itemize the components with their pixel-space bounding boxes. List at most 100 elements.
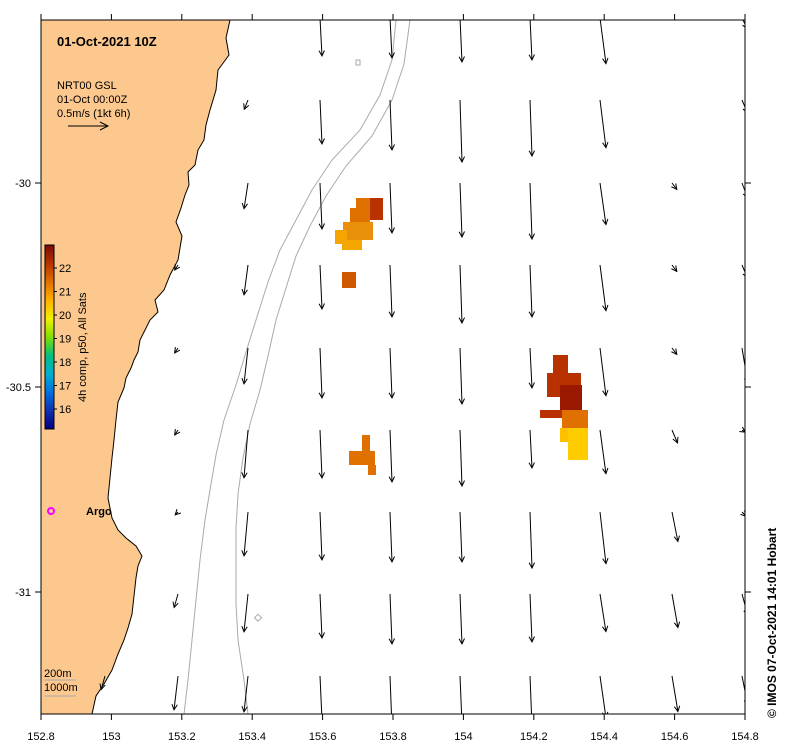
current-arrow bbox=[739, 426, 745, 433]
current-arrow bbox=[528, 347, 535, 390]
current-arrow bbox=[388, 347, 395, 400]
current-arrow bbox=[671, 675, 681, 713]
colorbar-label: 4h comp, p50, All Sats bbox=[77, 292, 89, 402]
current-arrow bbox=[671, 429, 679, 444]
y-tick-label: -30.5 bbox=[6, 382, 31, 394]
current-arrow bbox=[528, 429, 535, 470]
current-arrow bbox=[599, 264, 609, 312]
current-arrow bbox=[318, 182, 325, 231]
current-arrow bbox=[458, 20, 465, 64]
current-arrow bbox=[671, 593, 681, 629]
colorbar-tick-label: 21 bbox=[59, 287, 71, 299]
current-arrow bbox=[388, 182, 395, 235]
x-tick-label: 154.6 bbox=[661, 731, 689, 743]
current-arrow bbox=[599, 20, 609, 65]
current-arrow bbox=[318, 347, 325, 400]
current-arrow bbox=[241, 675, 249, 713]
x-tick-label: 154.4 bbox=[590, 731, 618, 743]
current-arrow bbox=[740, 510, 745, 517]
current-arrow bbox=[671, 264, 678, 273]
current-arrow bbox=[528, 593, 535, 644]
current-arrow bbox=[529, 675, 533, 714]
x-tick-label: 154.8 bbox=[731, 731, 759, 743]
colorbar bbox=[44, 244, 55, 430]
colorbar-tick-label: 22 bbox=[59, 263, 71, 275]
current-arrow bbox=[388, 593, 395, 646]
contour-1000m bbox=[235, 20, 411, 714]
current-arrow bbox=[671, 347, 678, 356]
current-arrow bbox=[241, 182, 249, 210]
current-arrow bbox=[318, 511, 325, 562]
legend-scale: 0.5m/s (1kt 6h) bbox=[57, 108, 130, 120]
x-tick-label: 154.2 bbox=[520, 731, 548, 743]
y-tick-label: -31 bbox=[15, 587, 31, 599]
map-title: 01-Oct-2021 10Z bbox=[57, 34, 157, 49]
current-arrow bbox=[318, 264, 325, 311]
current-arrow bbox=[599, 182, 609, 226]
current-arrow bbox=[599, 99, 609, 149]
current-arrow bbox=[528, 99, 535, 158]
x-axis: 152.8 153 153.2 153.4 153.6 153.8 154 154.2 154.… bbox=[27, 14, 759, 743]
current-arrow bbox=[458, 347, 465, 406]
current-arrow bbox=[458, 264, 465, 325]
x-tick-label: 153.8 bbox=[379, 731, 407, 743]
legend-product: NRT00 GSL bbox=[57, 80, 117, 92]
x-tick-label: 153.6 bbox=[309, 731, 337, 743]
current-arrow bbox=[243, 99, 250, 111]
colorbar-tick-label: 18 bbox=[59, 357, 71, 369]
x-tick-label: 153.4 bbox=[238, 731, 266, 743]
imos-credit: © IMOS 07-Oct-2021 14:01 Hobart bbox=[765, 528, 779, 718]
colorbar-ticks: 22 21 20 19 18 17 16 bbox=[54, 263, 71, 416]
colorbar-tick-label: 19 bbox=[59, 334, 71, 346]
current-arrow bbox=[528, 264, 535, 319]
current-arrow bbox=[388, 429, 395, 484]
land-mass bbox=[41, 20, 231, 714]
current-arrow bbox=[389, 675, 392, 714]
colorbar-tick-label: 20 bbox=[59, 310, 71, 322]
current-arrow bbox=[318, 593, 325, 640]
current-arrow bbox=[741, 593, 745, 613]
y-axis: -30 -30.5 -31 bbox=[6, 178, 751, 599]
current-arrow bbox=[388, 99, 395, 152]
current-arrow bbox=[241, 593, 249, 633]
current-arrow bbox=[172, 593, 179, 609]
current-arrow bbox=[241, 429, 249, 479]
colorbar-tick-label: 17 bbox=[59, 381, 71, 393]
current-arrow bbox=[318, 429, 325, 480]
current-arrow bbox=[319, 675, 323, 714]
current-arrow bbox=[458, 429, 465, 488]
sst-patch-middle bbox=[349, 435, 376, 475]
current-arrow bbox=[171, 675, 179, 711]
current-arrow bbox=[318, 99, 325, 146]
current-arrow bbox=[318, 20, 325, 58]
current-arrow bbox=[599, 593, 609, 633]
current-arrow bbox=[671, 511, 680, 543]
contour-label-1000m: 1000m bbox=[44, 682, 78, 694]
current-arrow bbox=[459, 675, 463, 714]
x-tick-label: 152.8 bbox=[27, 731, 55, 743]
sst-patch-north bbox=[335, 198, 383, 288]
current-vectors bbox=[99, 20, 745, 714]
current-arrow bbox=[241, 511, 249, 557]
argo-label: Argo bbox=[86, 506, 112, 518]
current-arrow bbox=[528, 511, 535, 570]
argo-float-marker[interactable] bbox=[47, 507, 55, 515]
contour-200m bbox=[183, 20, 397, 714]
current-arrow bbox=[174, 508, 182, 516]
current-arrow bbox=[671, 182, 678, 191]
current-arrow bbox=[599, 675, 609, 714]
x-tick-label: 153.2 bbox=[168, 731, 196, 743]
y-tick-label: -30 bbox=[15, 178, 31, 190]
x-tick-label: 153 bbox=[102, 731, 120, 743]
current-arrow bbox=[174, 346, 181, 354]
scale-arrow-icon bbox=[68, 121, 110, 131]
current-arrow bbox=[528, 182, 535, 241]
current-arrow bbox=[174, 428, 181, 436]
current-arrow bbox=[458, 182, 465, 239]
current-arrow bbox=[241, 264, 249, 296]
current-arrow bbox=[599, 511, 609, 565]
current-arrow bbox=[241, 347, 249, 385]
current-arrow bbox=[388, 264, 395, 319]
contour-label-200m: 200m bbox=[44, 668, 72, 680]
